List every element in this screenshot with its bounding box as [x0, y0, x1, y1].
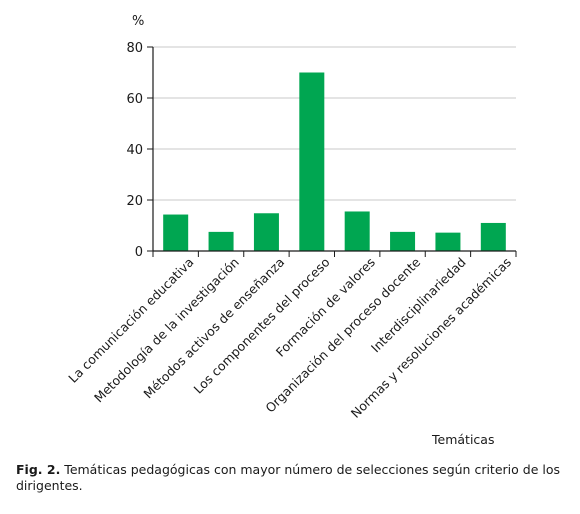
bar	[344, 211, 370, 251]
y-axis-unit: %	[132, 14, 145, 29]
y-tick-label: 20	[126, 194, 143, 209]
y-tick-label: 60	[126, 92, 143, 107]
gridlines	[153, 46, 516, 201]
caption-label: Fig. 2.	[16, 462, 61, 477]
x-tick-label: Normas y resoluciones académicas	[348, 255, 514, 421]
x-axis-title: Temáticas	[432, 432, 495, 447]
bar	[163, 214, 189, 251]
y-tick-label: 80	[126, 41, 143, 56]
bar	[299, 72, 325, 251]
figure-caption: Fig. 2. Temáticas pedagógicas con mayor …	[16, 462, 566, 494]
bar	[435, 232, 461, 251]
y-tick-label: 0	[135, 245, 143, 260]
y-ticks: 0 20 40 60 80	[126, 41, 153, 260]
bar	[390, 231, 416, 251]
caption-text: Temáticas pedagógicas con mayor número d…	[16, 462, 560, 493]
bar	[480, 222, 506, 251]
bar	[253, 213, 279, 251]
bars	[163, 72, 506, 251]
bar	[208, 231, 234, 251]
y-tick-label: 40	[126, 143, 143, 158]
